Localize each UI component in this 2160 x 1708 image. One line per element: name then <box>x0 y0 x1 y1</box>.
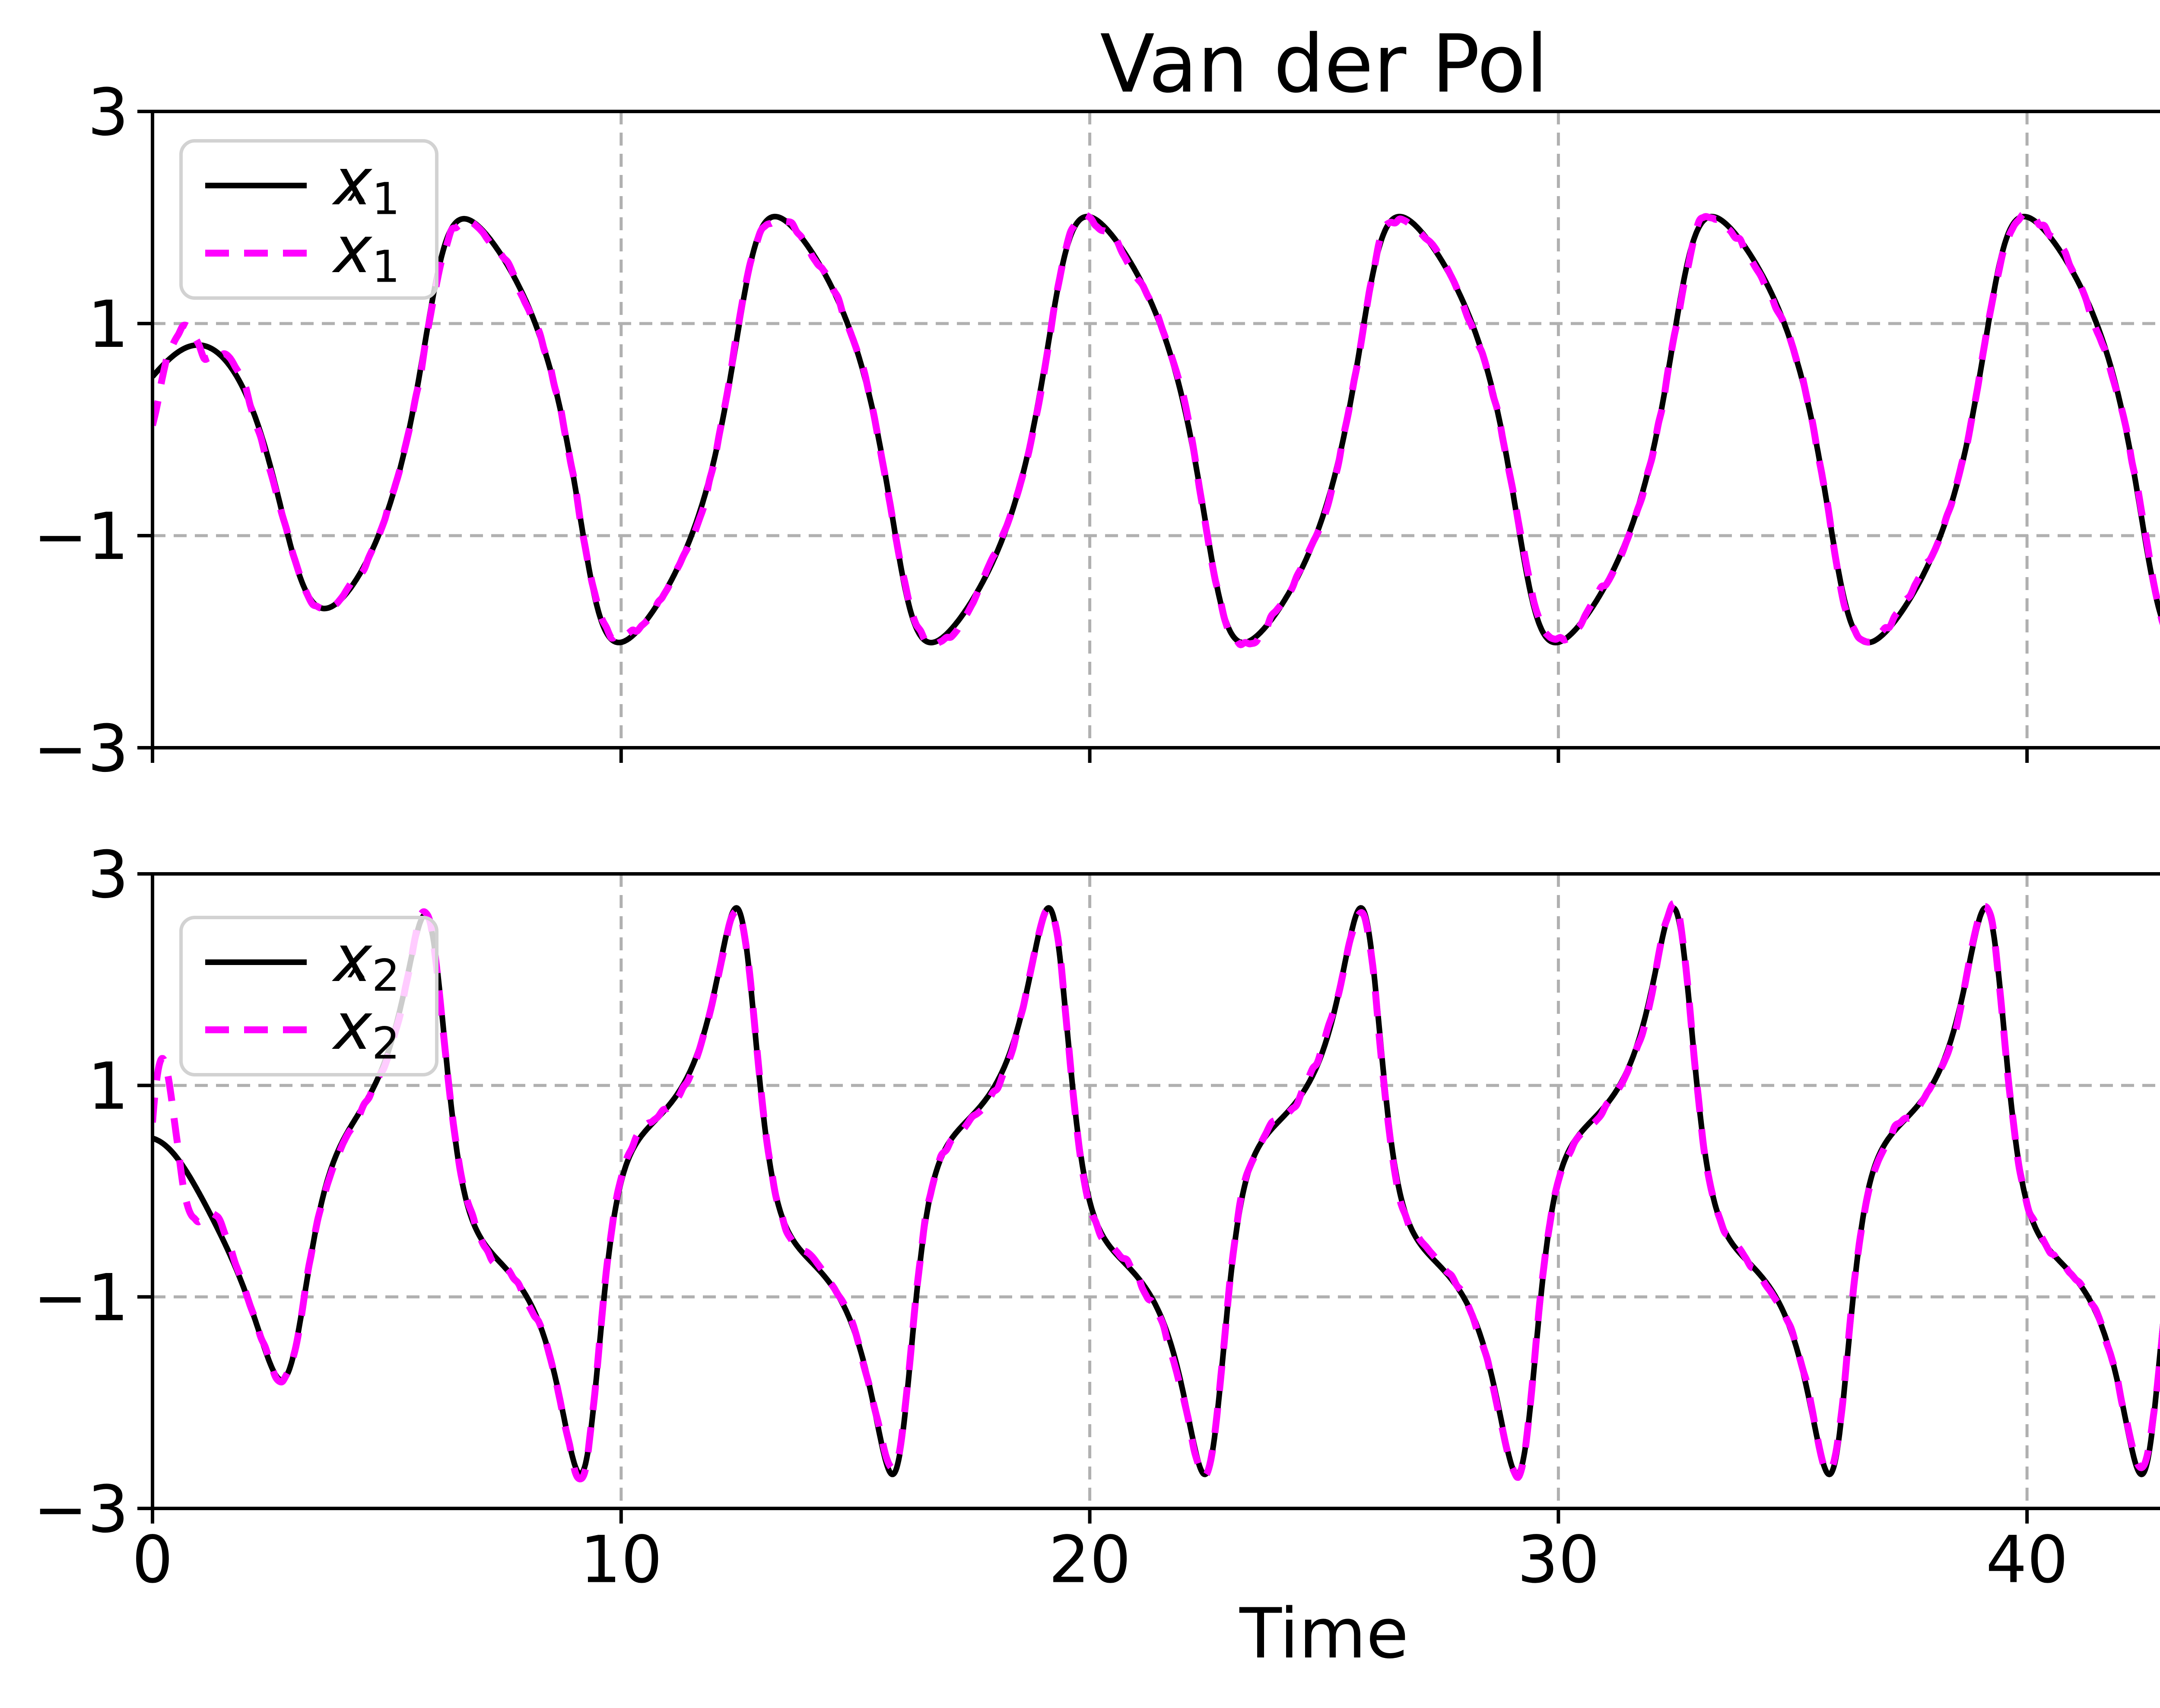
legend-top: x1 ˆ x1 <box>179 139 438 300</box>
y-tick-label: −3 <box>33 711 129 787</box>
y-tick-label: −3 <box>33 1472 129 1547</box>
solid-line-sample <box>205 959 307 965</box>
legend-label-x2: x2 <box>334 921 400 1002</box>
hat-accent: ˆ <box>342 184 370 248</box>
legend-bottom: x2 ˆ x2 <box>179 916 438 1076</box>
x-axis-label: Time <box>1239 1593 1409 1674</box>
y-tick-label: 3 <box>88 75 129 150</box>
legend-label-x2-hat: ˆ x2 <box>334 961 400 1070</box>
y-tick-label: 3 <box>88 838 129 913</box>
x2-line <box>152 905 2160 1477</box>
hat-accent: ˆ <box>342 961 370 1025</box>
x2-hat-line <box>152 900 2160 1483</box>
legend-label-x1: x1 <box>334 144 400 225</box>
x-tick-label: 10 <box>580 1523 662 1598</box>
y-tick-label: 1 <box>88 1049 129 1124</box>
curves-top <box>152 210 2160 649</box>
solid-line-sample <box>205 183 307 189</box>
x-tick-label: 20 <box>1048 1523 1131 1598</box>
legend-item-x1: x1 <box>205 150 413 221</box>
curves-bottom <box>152 900 2160 1483</box>
legend-item-x2: x2 <box>205 927 413 998</box>
x1-hat-line <box>152 210 2160 649</box>
x1-line <box>152 213 2160 646</box>
legend-item-x2-hat: ˆ x2 <box>205 965 413 1066</box>
y-tick-label: 1 <box>88 287 129 362</box>
legend-label-x1-hat: ˆ x1 <box>334 184 400 293</box>
x-tick-label: 0 <box>132 1523 173 1598</box>
dashed-line-sample <box>205 250 307 257</box>
x-tick-label: 30 <box>1517 1523 1600 1598</box>
y-tick-label: −1 <box>33 499 129 575</box>
legend-item-x1-hat: ˆ x1 <box>205 189 413 289</box>
axes-box-top <box>151 110 2160 749</box>
x-tick-label: 40 <box>1986 1523 2068 1598</box>
y-tick-label: −1 <box>33 1260 129 1336</box>
figure-title: Van der Pol <box>1100 17 1548 111</box>
dashed-line-sample <box>205 1026 307 1034</box>
axes-box-bottom <box>151 872 2160 1510</box>
